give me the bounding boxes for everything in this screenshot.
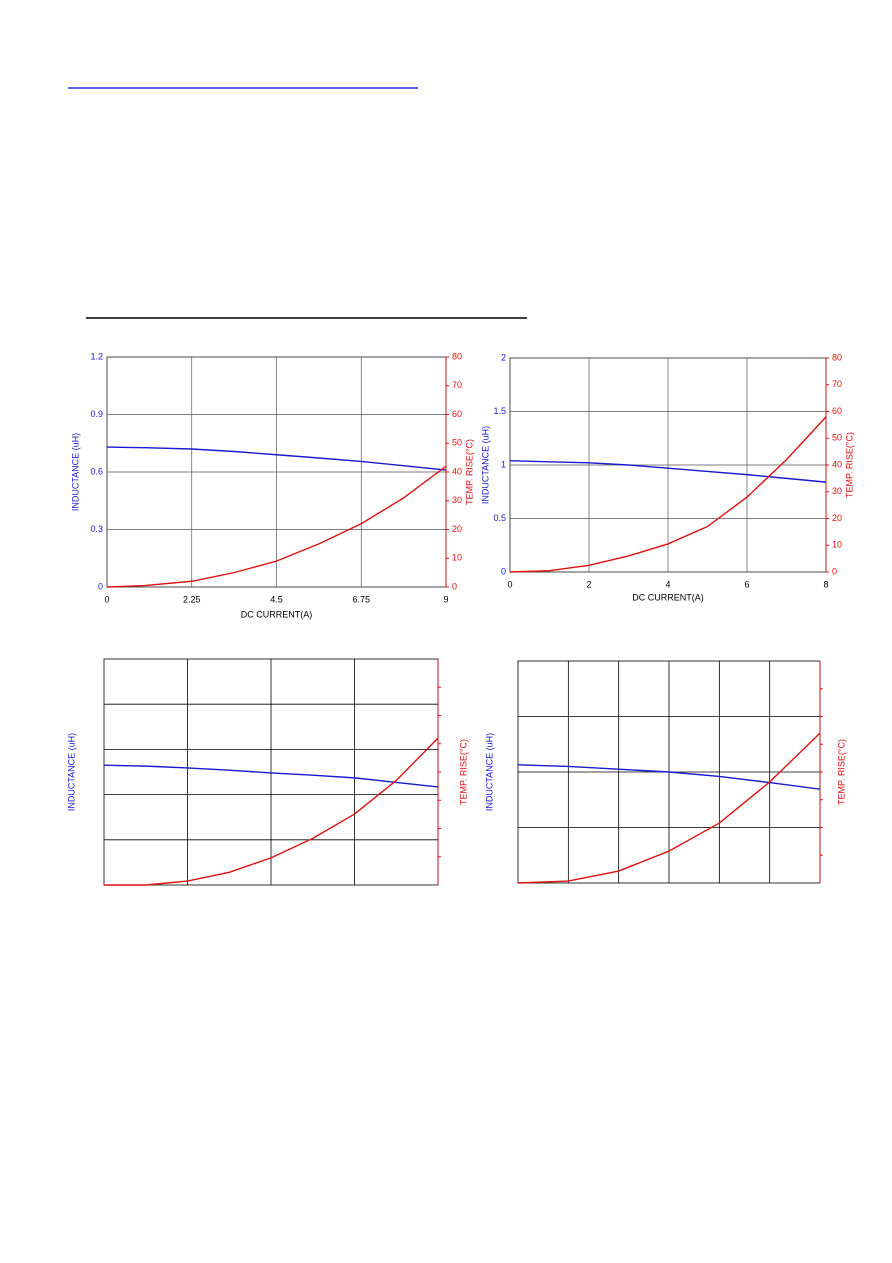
x-tick-label: 6 [744, 579, 749, 589]
y2-axis-label: TEMP. RISE(°C) [458, 739, 468, 805]
y-tick-label: 0.6 [90, 466, 103, 476]
y2-tick-label: 60 [832, 406, 842, 416]
y2-tick-label: 60 [452, 409, 462, 419]
x-tick-label: 0 [507, 579, 512, 589]
x-tick-label: 2 [586, 579, 591, 589]
y2-axis-label: TEMP. RISE(°C) [836, 739, 846, 805]
y2-tick-label: 40 [452, 466, 462, 476]
y-tick-label: 0.3 [90, 524, 103, 534]
series-line [104, 737, 439, 886]
y2-axis-label: TEMP. RISE(°C) [844, 432, 854, 498]
y2-tick-label: 0 [452, 581, 457, 591]
y2-tick-label: 70 [832, 379, 842, 389]
x-tick-label: 2.25 [183, 594, 201, 604]
y-tick-label: 1.5 [493, 406, 506, 416]
y2-tick-label: 40 [832, 459, 842, 469]
y2-tick-label: 10 [832, 540, 842, 550]
y2-tick-label: 80 [452, 351, 462, 361]
series-line [509, 416, 827, 573]
y2-tick-label: 20 [452, 524, 462, 534]
y-tick-label: 2 [501, 352, 506, 362]
y2-tick-label: 20 [832, 513, 842, 523]
x-tick-label: 9 [443, 594, 448, 604]
series-line [106, 465, 447, 588]
series-line [106, 446, 447, 471]
x-tick-label: 4 [665, 579, 670, 589]
x-axis-label: DC CURRENT(A) [241, 609, 313, 619]
y-axis-label: INDUCTANCE (uH) [480, 426, 490, 504]
series-line [509, 460, 827, 483]
y-tick-label: 1 [501, 459, 506, 469]
y-axis-label: INDUCTANCE (uH) [484, 733, 494, 811]
y2-axis-label: TEMP. RISE(°C) [464, 439, 474, 505]
y2-tick-label: 50 [452, 438, 462, 448]
x-tick-label: 4.5 [270, 594, 283, 604]
y2-tick-label: 0 [832, 566, 837, 576]
x-tick-label: 6.75 [352, 594, 370, 604]
y-axis-label: INDUCTANCE (uH) [66, 733, 76, 811]
x-tick-label: 8 [823, 579, 828, 589]
y2-tick-label: 30 [832, 486, 842, 496]
y2-tick-label: 50 [832, 433, 842, 443]
x-tick-label: 0 [104, 594, 109, 604]
y-tick-label: 0 [98, 581, 103, 591]
y-tick-label: 0 [501, 566, 506, 576]
y2-tick-label: 70 [452, 380, 462, 390]
series-line [103, 764, 439, 788]
y2-tick-label: 30 [452, 495, 462, 505]
y-tick-label: 0.5 [493, 513, 506, 523]
y-tick-label: 0.9 [90, 409, 103, 419]
series-line [517, 732, 821, 884]
y2-tick-label: 80 [832, 352, 842, 362]
y2-tick-label: 10 [452, 553, 462, 563]
y-tick-label: 1.2 [90, 351, 103, 361]
x-axis-label: DC CURRENT(A) [632, 592, 704, 602]
y-axis-label: INDUCTANCE (uH) [70, 433, 80, 511]
